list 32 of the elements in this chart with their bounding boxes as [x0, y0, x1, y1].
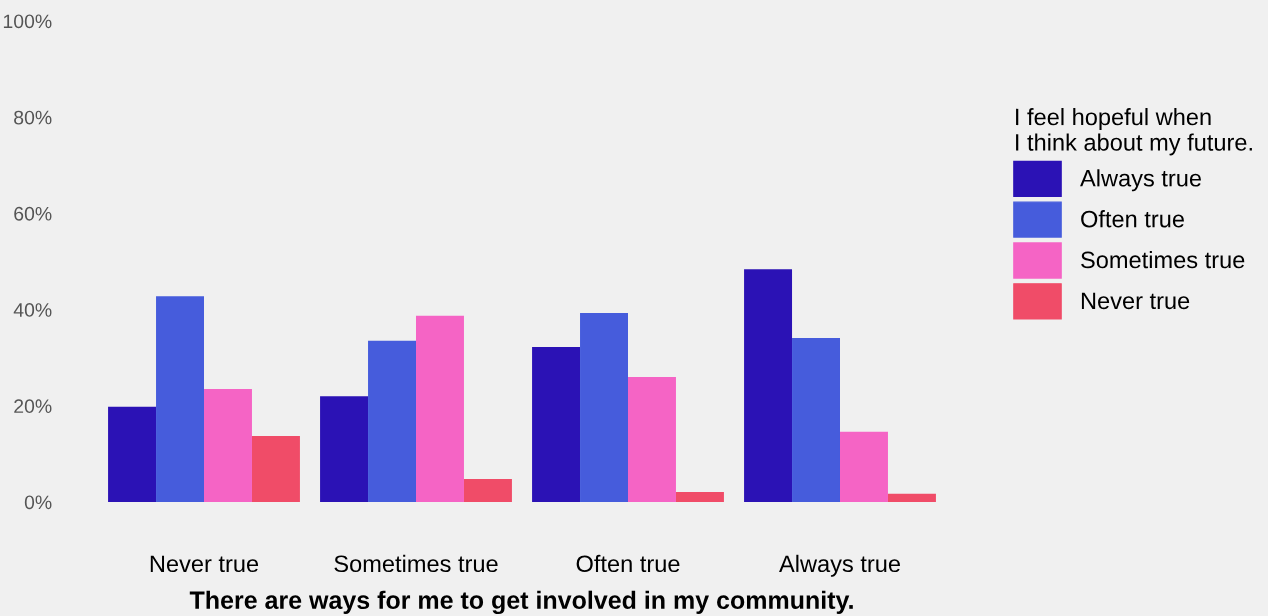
y-tick-label: 40% [13, 303, 52, 317]
y-tick-label: 20% [14, 399, 52, 414]
x-tick-label: Never true [150, 555, 259, 573]
legend-label: Always true [1080, 169, 1201, 192]
bar [156, 296, 204, 502]
bar [416, 315, 464, 502]
legend-label: Often true [1081, 210, 1184, 228]
bar [675, 491, 724, 502]
bar [887, 493, 936, 502]
bar [251, 436, 300, 502]
bar [320, 396, 369, 502]
y-tick-label: 80% [14, 110, 52, 125]
legend-label: Sometimes true [1081, 250, 1245, 269]
bar [463, 478, 512, 502]
bar [792, 337, 840, 502]
x-tick-label: Often true [576, 554, 680, 573]
bar [840, 431, 888, 502]
bar [628, 376, 676, 502]
bar [744, 269, 793, 502]
y-tick-label: 100% [3, 14, 52, 29]
bar [580, 312, 628, 502]
x-tick-label: Always true [779, 554, 900, 577]
x-tick-label: Sometimes true [334, 554, 498, 573]
bar [204, 388, 252, 502]
y-tick-label: 60% [14, 206, 52, 221]
y-tick-label: 0% [24, 495, 52, 510]
x-axis-title: There are ways for me to get involved in my community. [189, 590, 853, 615]
legend-label: Never true [1081, 292, 1190, 310]
bar [368, 340, 416, 502]
bar [108, 406, 157, 502]
bar [532, 347, 581, 502]
legend-title: I feel hopeful when I think about my future. [1016, 107, 1252, 156]
